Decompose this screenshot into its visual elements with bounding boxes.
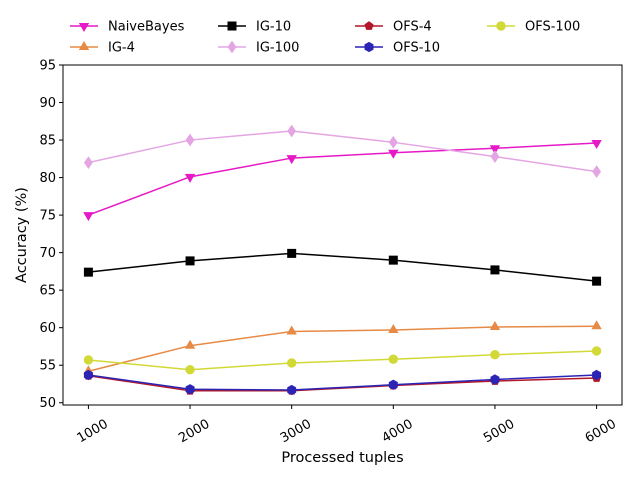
series-line [88, 130, 597, 173]
data-point [489, 145, 501, 155]
data-point [286, 358, 297, 368]
y-tick-label: 95 [39, 59, 56, 74]
y-tick-label: 75 [39, 209, 56, 224]
y-tick-label: 85 [39, 134, 56, 149]
series-line [88, 252, 597, 282]
data-point [388, 149, 399, 159]
x-tick-label: 1000 [75, 417, 111, 447]
series-ig-100 [84, 124, 601, 178]
series-ofs-10 [83, 369, 602, 396]
legend-marker [496, 21, 506, 31]
legend-item: NaiveBayes [70, 20, 185, 35]
legend-label: IG-10 [256, 20, 291, 35]
series-line [88, 374, 597, 391]
legend-label: OFS-100 [525, 20, 580, 35]
data-point [287, 384, 297, 396]
series-layer [83, 124, 602, 396]
series-line [88, 142, 597, 216]
data-point [287, 248, 297, 258]
data-point [591, 346, 602, 356]
y-tick-label: 55 [39, 359, 56, 374]
data-point [490, 150, 500, 163]
x-tick-label: 2000 [176, 417, 212, 447]
y-tick-label: 60 [39, 321, 56, 336]
series-ofs-4 [83, 370, 602, 395]
data-point [490, 350, 500, 360]
legend-label: NaiveBayes [108, 20, 185, 35]
legend-label: OFS-4 [393, 20, 432, 35]
y-tick-label: 90 [39, 96, 56, 111]
data-point [388, 255, 398, 265]
legend-marker [78, 23, 90, 33]
y-axis: 50 55 60 65 70 75 80 85 90 95 [39, 59, 63, 411]
data-point [490, 265, 500, 275]
legend-item: IG-10 [218, 20, 291, 35]
data-point [286, 155, 297, 165]
series-line [88, 350, 597, 371]
legend-marker [227, 21, 237, 31]
y-tick-label: 50 [39, 396, 56, 411]
legend-item: OFS-4 [355, 20, 432, 35]
x-tick-label: 5000 [481, 417, 517, 447]
legend-label: IG-4 [108, 41, 135, 56]
data-point [185, 133, 195, 147]
data-point [83, 212, 94, 222]
plot-area [62, 64, 623, 406]
data-point [592, 369, 602, 381]
data-point [83, 369, 93, 381]
data-point [388, 135, 398, 149]
series-ofs-100 [83, 346, 602, 375]
data-point [388, 323, 399, 333]
legend-marker [78, 40, 90, 50]
data-point [184, 173, 196, 183]
data-point [84, 156, 93, 169]
data-point [185, 365, 195, 375]
legend-marker [227, 40, 237, 54]
data-point [591, 140, 602, 150]
legend-item: IG-4 [70, 41, 135, 56]
data-point [83, 267, 93, 277]
legend-marker [364, 21, 374, 30]
x-tick-label: 6000 [583, 417, 619, 447]
data-point [388, 379, 398, 390]
x-tick-label: 3000 [278, 417, 314, 447]
data-point [286, 325, 297, 335]
x-tick-label: 4000 [379, 417, 415, 447]
legend-item: IG-100 [218, 41, 299, 56]
data-point [489, 320, 501, 330]
legend: NaiveBayes IG-4 IG-10 IG-100 OFS-4 OFS-10 OFS-… [70, 20, 580, 56]
data-point [490, 374, 500, 385]
x-axis-title: Processed tuples [281, 450, 403, 466]
y-tick-label: 65 [39, 284, 56, 299]
y-tick-label: 80 [39, 171, 56, 186]
legend-marker [364, 41, 374, 53]
data-point [592, 276, 602, 286]
data-point [592, 165, 601, 178]
legend-item: OFS-10 [355, 41, 440, 56]
data-point [388, 354, 399, 364]
y-tick-label: 70 [39, 246, 56, 261]
series-ig-4 [83, 320, 602, 375]
series-line [88, 325, 597, 372]
data-point [185, 256, 195, 266]
legend-item: OFS-100 [487, 20, 580, 35]
data-point [184, 339, 196, 349]
legend-label: OFS-10 [393, 41, 440, 56]
series-naivebayes [83, 140, 602, 222]
series-ig-10 [83, 248, 602, 286]
x-axis: 1000 2000 3000 4000 5000 6000 [75, 405, 619, 446]
legend-label: IG-100 [256, 41, 299, 56]
data-point [185, 384, 195, 395]
data-point [591, 320, 602, 330]
data-point [287, 124, 297, 138]
data-point [83, 355, 94, 365]
y-axis-title: Accuracy (%) [14, 187, 30, 283]
